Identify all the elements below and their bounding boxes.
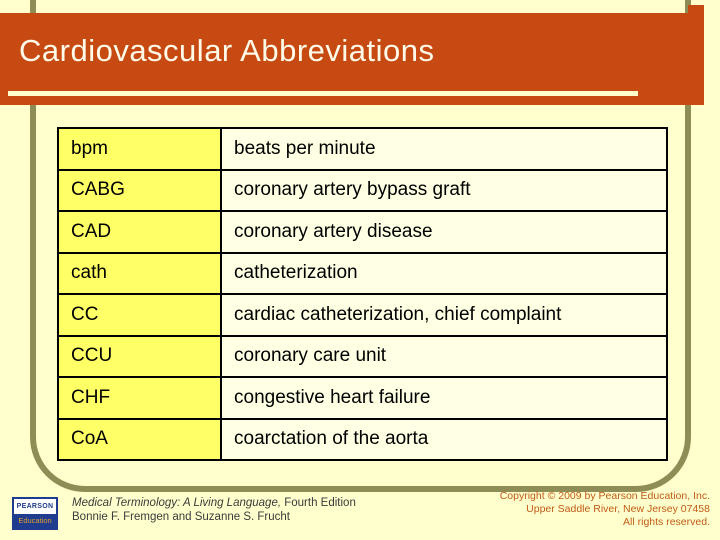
meaning-cell: beats per minute (222, 129, 666, 169)
decorative-frame (30, 0, 691, 492)
meaning-cell: catheterization (222, 253, 666, 293)
meaning-cell: congestive heart failure (222, 378, 666, 418)
book-credit-line1: Medical Terminology: A Living Language, … (72, 496, 356, 510)
copyright-line1: Copyright © 2009 by Pearson Education, I… (499, 490, 710, 502)
banner-corner-notch (688, 5, 704, 14)
book-authors: Bonnie F. Fremgen and Suzanne S. Frucht (72, 511, 290, 523)
slide-title: Cardiovascular Abbreviations (19, 33, 435, 68)
copyright-line2: Upper Saddle River, New Jersey 07458 (526, 503, 710, 515)
abbreviation-cell: CHF (59, 378, 222, 418)
meaning-cell: cardiac catheterization, chief complaint (222, 295, 666, 335)
abbreviation-cell: CC (59, 295, 222, 335)
abbreviation-cell: cath (59, 253, 222, 293)
table-row: cath catheterization (59, 253, 666, 295)
abbreviations-table: bpm beats per minute CABG coronary arter… (57, 127, 668, 461)
abbreviation-cell: CABG (59, 170, 222, 210)
book-title: Medical Terminology: A Living Language, (72, 497, 282, 509)
table-row: CCU coronary care unit (59, 336, 666, 378)
abbreviation-cell: CoA (59, 419, 222, 459)
book-credit: Medical Terminology: A Living Language, … (72, 496, 356, 524)
meaning-cell: coronary artery disease (222, 212, 666, 252)
meaning-cell: coronary care unit (222, 336, 666, 376)
table-row: CABG coronary artery bypass graft (59, 170, 666, 212)
copyright-notice: Copyright © 2009 by Pearson Education, I… (500, 490, 710, 529)
table-row: CC cardiac catheterization, chief compla… (59, 295, 666, 337)
title-underline (8, 91, 638, 96)
book-edition: Fourth Edition (281, 497, 356, 509)
meaning-cell: coronary artery bypass graft (222, 170, 666, 210)
pearson-logo-wordmark: PEARSON (14, 499, 56, 514)
table-row: bpm beats per minute (59, 129, 666, 171)
copyright-line3: All rights reserved. (623, 516, 710, 528)
abbreviation-cell: CCU (59, 336, 222, 376)
table-row: CHF congestive heart failure (59, 378, 666, 420)
abbreviation-cell: bpm (59, 129, 222, 169)
table-row: CAD coronary artery disease (59, 212, 666, 254)
meaning-cell: coarctation of the aorta (222, 419, 666, 459)
title-banner (0, 13, 704, 105)
pearson-logo: PEARSON Education (12, 497, 58, 530)
abbreviation-cell: CAD (59, 212, 222, 252)
table-row: CoA coarctation of the aorta (59, 419, 666, 459)
pearson-logo-education: Education (14, 513, 56, 528)
